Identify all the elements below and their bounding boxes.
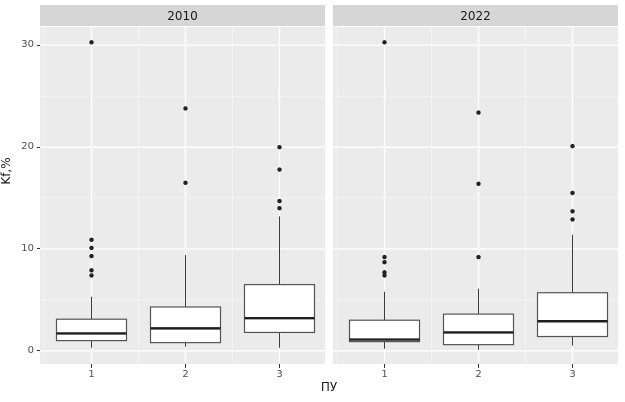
outlier-dot xyxy=(382,273,387,278)
y-tick-label: 10 xyxy=(21,242,34,254)
outlier-dot xyxy=(277,167,282,172)
y-tick xyxy=(36,248,40,250)
outlier-dot xyxy=(277,198,282,204)
outlier-dot xyxy=(183,180,188,185)
x-tick-label: 1 xyxy=(381,369,388,380)
x-tick-label: 2 xyxy=(182,369,189,380)
outlier-dot xyxy=(476,110,481,115)
facet-strip-label: 2010 xyxy=(167,8,198,23)
x-tick-label: 1 xyxy=(88,369,95,380)
x-tick xyxy=(572,364,573,368)
outlier-dot xyxy=(570,143,575,149)
facet-panel-2010 xyxy=(40,27,325,364)
box-group-2 xyxy=(149,306,222,344)
box-group-1 xyxy=(55,318,128,342)
x-tick xyxy=(185,364,186,368)
x-tick-label: 3 xyxy=(276,369,283,380)
outlier-dot xyxy=(89,253,94,259)
outlier-dot xyxy=(570,209,575,214)
box-group-3 xyxy=(536,292,609,338)
facet-strip-2022: 2022 xyxy=(333,5,618,26)
outlier-dot xyxy=(89,245,94,251)
box-group-3 xyxy=(243,283,316,334)
x-tick-label: 2 xyxy=(475,369,482,380)
outlier-dot xyxy=(382,259,387,265)
outlier-dot xyxy=(382,40,387,45)
facet-strip-label: 2022 xyxy=(460,8,491,23)
y-tick xyxy=(36,146,40,148)
outlier-dot xyxy=(89,268,94,273)
box-group-1 xyxy=(348,319,421,343)
x-tick-label: 3 xyxy=(569,369,576,380)
x-tick xyxy=(91,364,92,368)
x-tick xyxy=(384,364,385,368)
outlier-dot xyxy=(476,254,481,260)
outlier-dot xyxy=(382,254,387,260)
outlier-dot xyxy=(277,206,282,211)
outlier-dot xyxy=(476,181,481,186)
outlier-dot xyxy=(570,190,575,196)
facet-panel-2022 xyxy=(333,27,618,364)
outlier-dot xyxy=(382,270,387,275)
outlier-dot xyxy=(277,144,282,150)
facet-strip-2010: 2010 xyxy=(40,5,325,26)
outlier-dot xyxy=(570,217,575,222)
y-tick-label: 20 xyxy=(21,141,34,153)
outlier-dot xyxy=(89,40,94,45)
x-axis-title: ПУ xyxy=(320,380,338,394)
x-tick xyxy=(279,364,280,368)
y-tick xyxy=(36,350,40,352)
y-tick-label: 30 xyxy=(21,39,34,51)
box-group-2 xyxy=(442,313,515,346)
y-tick-label: 0 xyxy=(27,344,34,356)
x-tick xyxy=(478,364,479,368)
y-tick xyxy=(36,44,40,46)
outlier-dot xyxy=(89,273,94,278)
outlier-dot xyxy=(183,106,188,111)
outlier-dot xyxy=(89,237,94,242)
